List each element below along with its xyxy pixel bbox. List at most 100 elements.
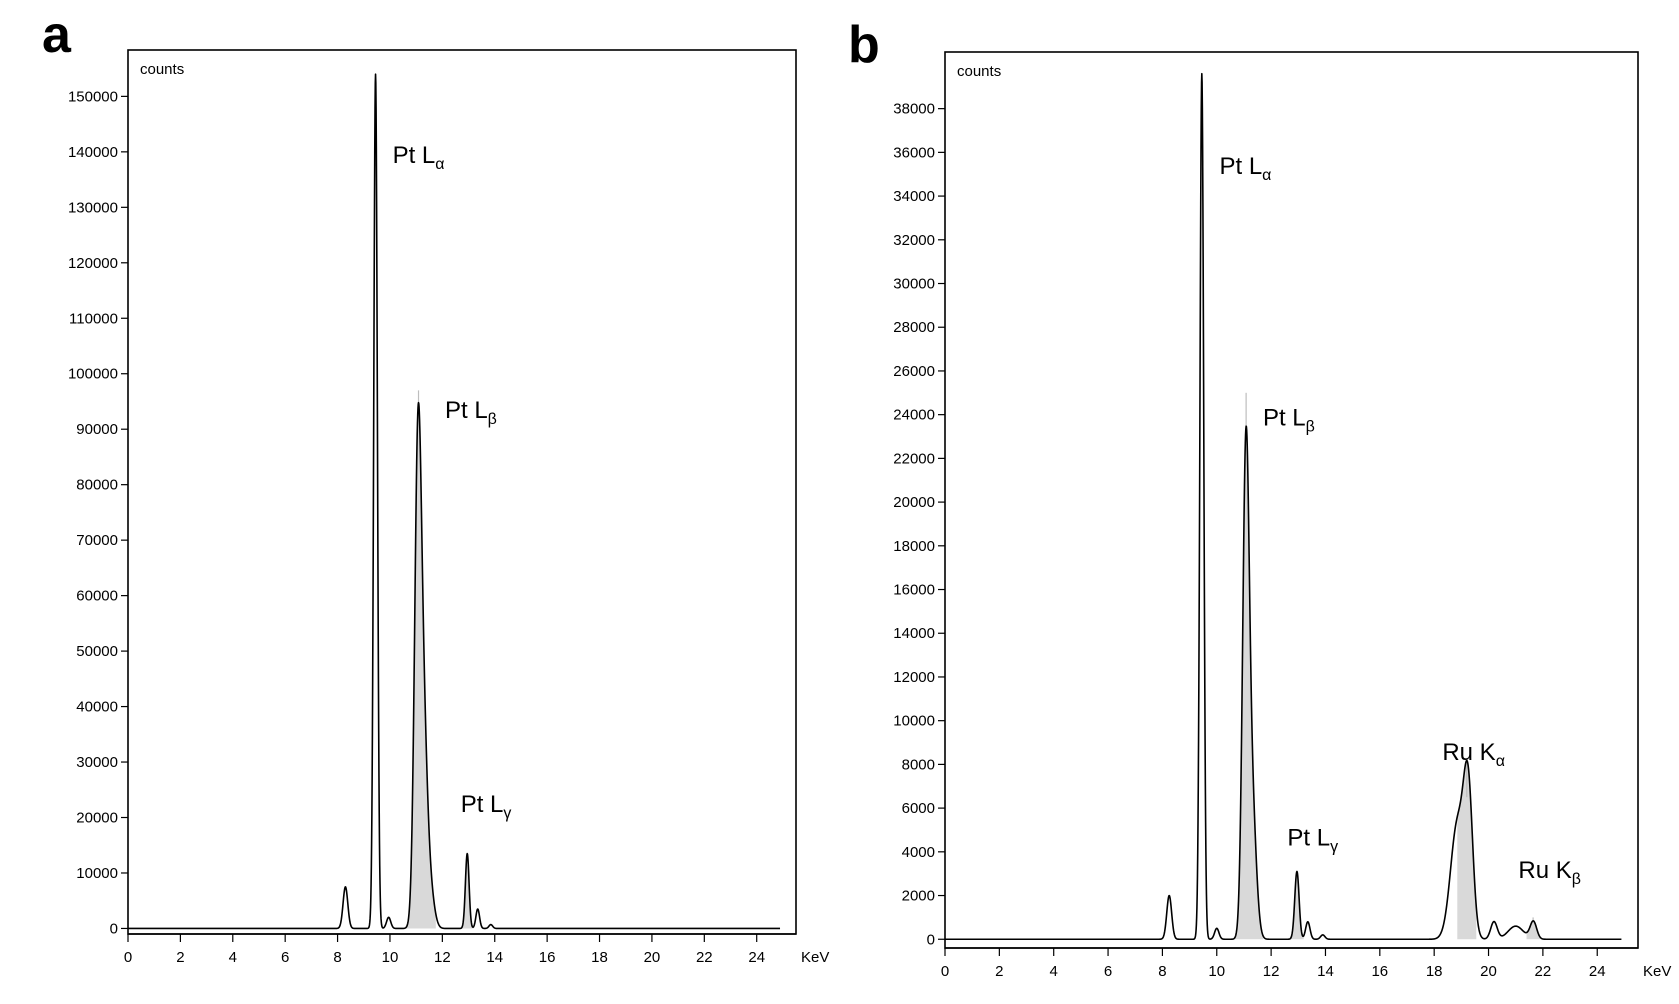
fitted-peak-area xyxy=(404,402,436,929)
plot-frame xyxy=(944,51,1639,949)
peak-label: Pt Lβ xyxy=(1263,405,1315,436)
peak-label-line: α xyxy=(435,156,444,173)
y-tick-label: 16000 xyxy=(893,582,935,599)
x-tick-label: 12 xyxy=(434,949,451,966)
x-tick-label: 14 xyxy=(1317,963,1334,980)
fitted-peak-area xyxy=(1526,920,1541,940)
panel-b: b 0 2000 4000 6000 8000 10000 12000 14000 16000 18… xyxy=(848,16,1671,980)
x-tick-label: 12 xyxy=(1263,963,1280,980)
peak-label-element: Ru K xyxy=(1518,857,1571,884)
peak-label-line: α xyxy=(1262,167,1271,184)
y-tick-label: 30000 xyxy=(893,276,935,293)
peak-label-element: Ru K xyxy=(1442,739,1495,766)
y-tick-label: 8000 xyxy=(902,756,935,773)
x-tick-label: 2 xyxy=(176,949,184,966)
y-tick-label: 20000 xyxy=(76,810,118,827)
y-tick-label: 30000 xyxy=(76,754,118,771)
y-tick-label: 0 xyxy=(110,920,118,937)
peak-label-element: Pt L xyxy=(1219,153,1262,180)
y-tick-label: 50000 xyxy=(76,643,118,660)
peak-label: Pt Lβ xyxy=(445,397,497,428)
peak-label-line: β xyxy=(1572,871,1581,888)
x-tick-label: 16 xyxy=(539,949,556,966)
y-tick-label: 12000 xyxy=(893,669,935,686)
panel-letter: a xyxy=(42,6,72,64)
y-tick-label: 140000 xyxy=(68,144,118,161)
panel-a: a 0 10000 20000 30000 40000 50000 60000 70000 800… xyxy=(42,6,829,966)
y-tick-label: 10000 xyxy=(76,865,118,882)
peak-label-element: Pt L xyxy=(393,142,436,169)
x-tick-label: 16 xyxy=(1371,963,1388,980)
x-tick-label: 18 xyxy=(591,949,608,966)
y-tick-label: 28000 xyxy=(893,319,935,336)
peak-label: Ru Kα xyxy=(1442,739,1505,770)
peak-label-element: Pt L xyxy=(1287,824,1330,851)
y-axis-label: counts xyxy=(140,61,184,78)
x-tick-label: 4 xyxy=(1050,963,1058,980)
y-tick-label: 2000 xyxy=(902,888,935,905)
y-axis-label: counts xyxy=(957,63,1001,80)
fitted-peak-area xyxy=(460,853,474,929)
peak-label-line: α xyxy=(1496,753,1505,770)
x-tick-label: 8 xyxy=(1158,963,1166,980)
y-tick-label: 40000 xyxy=(76,699,118,716)
x-tick-label: 24 xyxy=(1589,963,1606,980)
x-tick-label: 6 xyxy=(281,949,289,966)
y-tick-label: 22000 xyxy=(893,450,935,467)
peak-label-element: Pt L xyxy=(445,397,488,424)
y-tick-label: 14000 xyxy=(893,625,935,642)
panel-letter: b xyxy=(848,16,880,74)
x-tick-label: 20 xyxy=(1480,963,1497,980)
peak-label: Ru Kβ xyxy=(1518,857,1581,888)
peak-label-line: β xyxy=(488,411,497,428)
y-tick-label: 32000 xyxy=(893,232,935,249)
y-tick-label: 0 xyxy=(927,931,935,948)
peak-label-line: γ xyxy=(1330,838,1338,855)
peak-label: Pt Lα xyxy=(1219,153,1271,184)
y-tick-label: 60000 xyxy=(76,588,118,605)
x-tick-label: 6 xyxy=(1104,963,1112,980)
x-tick-label: 10 xyxy=(382,949,399,966)
x-tick-label: 24 xyxy=(748,949,765,966)
y-tick-label: 10000 xyxy=(893,713,935,730)
x-tick-label: 8 xyxy=(333,949,341,966)
y-tick-label: 26000 xyxy=(893,363,935,380)
fitted-peak-area xyxy=(1233,426,1263,940)
y-tick-label: 34000 xyxy=(893,188,935,205)
y-tick-label: 130000 xyxy=(68,199,118,216)
x-tick-label: 18 xyxy=(1426,963,1443,980)
x-tick-label: 10 xyxy=(1208,963,1225,980)
peak-label: Pt Lγ xyxy=(461,791,512,822)
spectrum-line xyxy=(127,73,781,930)
x-tick-label: 22 xyxy=(1535,963,1552,980)
peak-label: Pt Lα xyxy=(393,142,445,173)
fitted-peak-area xyxy=(1457,760,1477,940)
x-tick-label: 0 xyxy=(941,963,949,980)
x-axis-label: KeV xyxy=(1643,963,1671,980)
y-tick-label: 18000 xyxy=(893,538,935,555)
x-tick-label: 14 xyxy=(486,949,503,966)
peak-label-element: Pt L xyxy=(461,791,504,818)
y-tick-label: 120000 xyxy=(68,255,118,272)
y-tick-label: 4000 xyxy=(902,844,935,861)
y-tick-label: 80000 xyxy=(76,477,118,494)
peak-label-line: γ xyxy=(503,805,511,822)
y-tick-label: 36000 xyxy=(893,144,935,161)
y-tick-label: 6000 xyxy=(902,800,935,817)
x-tick-label: 20 xyxy=(644,949,661,966)
y-tick-label: 90000 xyxy=(76,421,118,438)
y-tick-label: 150000 xyxy=(68,88,118,105)
x-tick-label: 0 xyxy=(124,949,132,966)
x-axis-label: KeV xyxy=(801,949,829,966)
x-tick-label: 4 xyxy=(229,949,237,966)
y-tick-label: 20000 xyxy=(893,494,935,511)
y-tick-label: 110000 xyxy=(69,310,118,327)
x-tick-label: 2 xyxy=(995,963,1003,980)
y-tick-label: 100000 xyxy=(68,366,118,383)
spectrum-line xyxy=(944,72,1622,941)
y-tick-label: 24000 xyxy=(893,407,935,424)
y-tick-label: 70000 xyxy=(76,532,118,549)
y-tick-label: 38000 xyxy=(893,101,935,118)
peak-label-line: β xyxy=(1306,419,1315,436)
